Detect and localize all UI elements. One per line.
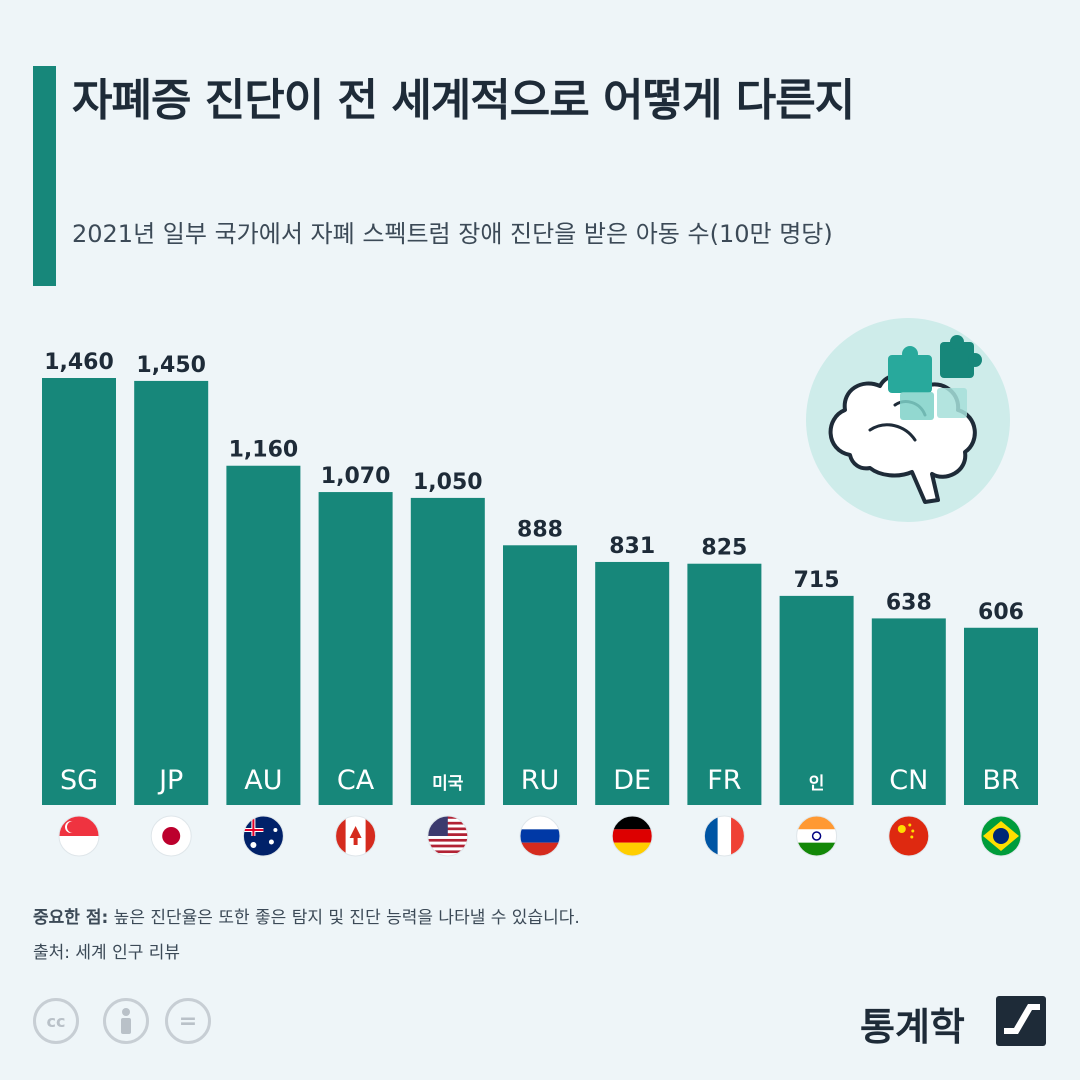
category-label: CA [337, 765, 375, 796]
brand-logo-text[interactable]: 통계학 [860, 1005, 965, 1049]
bar-CN [871, 618, 946, 805]
footnote-label: 중요한 점: [33, 908, 109, 928]
value-label: 1,070 [321, 464, 391, 489]
brand-logo-icon[interactable] [996, 996, 1046, 1046]
bar-group-RU: 888 RU [503, 517, 577, 857]
germany-flag-icon [611, 815, 653, 857]
person-icon [121, 1008, 131, 1034]
value-label: 638 [886, 590, 932, 615]
russia-flag-icon [519, 815, 561, 857]
bar-RU [503, 545, 577, 805]
chart-title: 자폐증 진단이 전 세계적으로 어떻게 다른지 [72, 75, 855, 126]
category-label: CN [889, 765, 928, 796]
source-text: 출처: 세계 인구 리뷰 [33, 943, 181, 963]
attribution-icon[interactable] [103, 998, 149, 1044]
bar-group-인: 715 인 [779, 568, 854, 857]
category-label: DE [613, 765, 651, 796]
bar-BR [964, 627, 1038, 805]
value-label: 888 [517, 517, 563, 542]
value-label: 1,160 [229, 438, 299, 463]
bar-group-AU: 1,160 AU [226, 438, 301, 857]
bar-SG [42, 378, 116, 805]
china-flag-icon [888, 815, 930, 857]
value-label: 715 [794, 568, 840, 593]
australia-flag-icon [242, 815, 284, 857]
no-derivatives-icon[interactable]: = [165, 998, 211, 1044]
cc-icon-label: cc [46, 1011, 66, 1031]
bar-DE [595, 561, 670, 805]
footnote: 중요한 점: 높은 진단율은 또한 좋은 탐지 및 진단 능력을 나타낼 수 있… [33, 903, 580, 928]
footnote-text: 높은 진단율은 또한 좋은 탐지 및 진단 능력을 나타낼 수 있습니다. [108, 908, 580, 928]
bar-CA [318, 492, 393, 805]
value-label: 1,450 [136, 353, 206, 378]
bar-AU [226, 465, 301, 805]
japan-flag-icon [150, 815, 192, 857]
bar-group-미국: 1,050 미국 [410, 470, 485, 857]
france-flag-icon [703, 815, 745, 857]
usa-flag-icon [427, 815, 469, 857]
bar-JP [134, 380, 209, 805]
category-label: 미국 [432, 774, 464, 794]
brazil-flag-icon [980, 815, 1022, 857]
canada-flag-icon [335, 815, 377, 857]
bar-group-CA: 1,070 CA [318, 464, 393, 857]
bar-group-DE: 831 DE [595, 534, 670, 857]
singapore-flag-icon [58, 815, 100, 857]
india-flag-icon [796, 815, 838, 857]
nd-icon-label: = [178, 1008, 198, 1034]
bar-group-BR: 606 BR [964, 600, 1038, 857]
bar-group-JP: 1,450 JP [134, 353, 209, 857]
value-label: 831 [609, 534, 655, 559]
bar-group-FR: 825 FR [687, 536, 762, 857]
category-label: RU [521, 765, 560, 796]
title-accent-bar [33, 66, 56, 286]
value-label: 606 [978, 600, 1024, 625]
category-label: 인 [809, 774, 825, 794]
chart-subtitle: 2021년 일부 국가에서 자폐 스펙트럼 장애 진단을 받은 아동 수(10만… [72, 220, 833, 248]
category-label: SG [60, 765, 98, 796]
bar-group-CN: 638 CN [871, 590, 946, 857]
brain-puzzle-icon [806, 318, 1010, 522]
bar-미국 [410, 497, 485, 805]
value-label: 825 [701, 536, 747, 561]
value-label: 1,460 [44, 350, 114, 375]
creative-commons-icon[interactable]: cc [33, 998, 79, 1044]
bar-FR [687, 563, 762, 805]
category-label: JP [157, 765, 183, 796]
category-label: BR [982, 765, 1019, 796]
value-label: 1,050 [413, 470, 483, 495]
category-label: FR [707, 765, 741, 796]
bar-group-SG: 1,460 SG [42, 350, 116, 857]
category-label: AU [244, 765, 282, 796]
bar-인 [779, 595, 854, 805]
